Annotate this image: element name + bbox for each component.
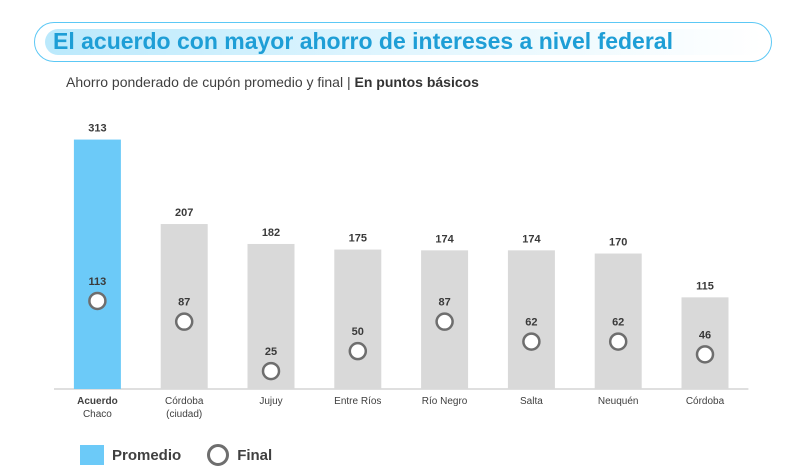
final-value-label: 62 bbox=[525, 317, 537, 329]
bar-promedio bbox=[334, 249, 382, 389]
page-title: El acuerdo con mayor ahorro de intereses… bbox=[53, 28, 673, 54]
bar-promedio bbox=[507, 250, 555, 389]
bar-value-label: 313 bbox=[88, 123, 106, 135]
final-value-label: 113 bbox=[89, 276, 107, 288]
category-label: Salta bbox=[520, 396, 543, 407]
legend-final-marker-icon bbox=[207, 444, 230, 466]
final-value-label: 62 bbox=[612, 317, 624, 329]
subtitle-main: Ahorro ponderado de cupón promedio y fin… bbox=[66, 74, 344, 90]
final-value-label: 46 bbox=[699, 329, 711, 341]
category-label: Acuerdo bbox=[77, 396, 118, 407]
bar-promedio bbox=[681, 297, 729, 389]
category-label: Córdoba bbox=[165, 396, 204, 407]
category-label: Córdoba bbox=[686, 396, 725, 407]
final-value-label: 25 bbox=[265, 346, 277, 358]
category-label: Chaco bbox=[83, 409, 112, 420]
chart-subtitle: Ahorro ponderado de cupón promedio y fin… bbox=[66, 74, 479, 90]
bar-promedio bbox=[594, 253, 642, 389]
bar-value-label: 207 bbox=[175, 207, 193, 219]
subtitle-units: En puntos básicos bbox=[354, 74, 479, 90]
category-label: Río Negro bbox=[422, 396, 468, 407]
final-value-label: 87 bbox=[178, 297, 190, 309]
bar-value-label: 174 bbox=[435, 233, 454, 245]
legend-promedio-swatch bbox=[80, 445, 104, 465]
final-value-label: 87 bbox=[438, 297, 450, 309]
bar-promedio bbox=[73, 139, 121, 389]
bar-value-label: 174 bbox=[522, 233, 541, 245]
subtitle-separator: | bbox=[343, 74, 355, 90]
legend: Promedio Final bbox=[80, 444, 272, 466]
bar-value-label: 182 bbox=[262, 227, 280, 239]
final-marker bbox=[88, 291, 107, 311]
category-label: (ciudad) bbox=[166, 409, 202, 420]
category-label: Entre Ríos bbox=[334, 396, 381, 407]
final-value-label: 50 bbox=[352, 326, 364, 338]
final-marker bbox=[695, 345, 715, 364]
bar-chart: 313 113 Acuerdo Chaco 207 87 Córdoba (ciudad) 18… bbox=[54, 123, 749, 420]
bar-promedio bbox=[160, 224, 208, 389]
final-marker bbox=[522, 332, 541, 351]
legend-final-label: Final bbox=[237, 446, 273, 464]
final-marker bbox=[608, 332, 628, 351]
legend-promedio-label: Promedio bbox=[112, 446, 182, 464]
bar-value-label: 115 bbox=[696, 280, 714, 292]
final-marker bbox=[348, 341, 368, 361]
final-marker bbox=[261, 361, 281, 381]
category-label: Neuquén bbox=[598, 396, 639, 407]
title-pill: El acuerdo con mayor ahorro de intereses… bbox=[34, 22, 772, 62]
title-highlight bbox=[45, 29, 763, 55]
bar-value-label: 175 bbox=[349, 233, 367, 245]
category-label: Jujuy bbox=[259, 396, 282, 407]
final-marker bbox=[174, 312, 194, 331]
final-marker bbox=[435, 312, 454, 331]
bar-value-label: 170 bbox=[609, 237, 627, 249]
